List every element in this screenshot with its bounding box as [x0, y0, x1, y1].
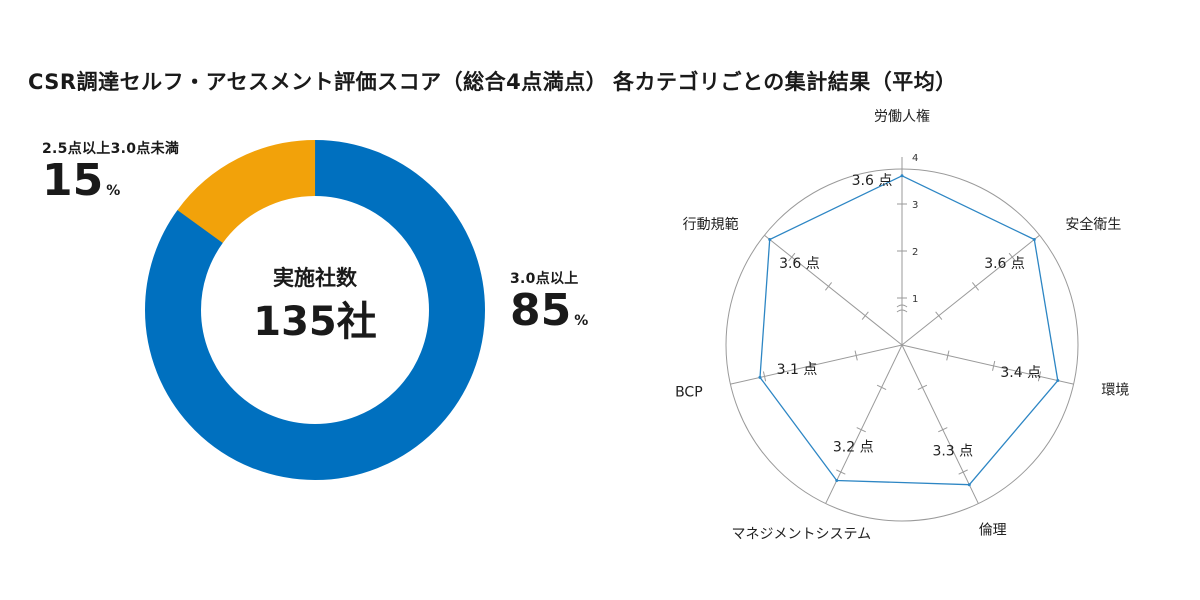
radar-tick-4-2: [856, 427, 866, 433]
radar-category-label-4: マネジメントシステム: [732, 527, 872, 543]
radar-point-0: [900, 174, 904, 178]
slice-unit-blue: %: [574, 313, 589, 329]
radar-tick-5-1: [854, 350, 858, 361]
radar-tick-1-2: [971, 282, 980, 291]
donut-slice-orange: [145, 140, 485, 480]
radar-chart-title: 各カテゴリごとの集計結果（平均）: [613, 70, 957, 94]
radar-point-1: [1032, 238, 1036, 242]
radar-value-label-3: 3.3 点: [932, 444, 973, 460]
radar-scale-label-3: 3: [912, 200, 918, 211]
donut-center: 実施社数 135社: [225, 262, 405, 350]
radar-axis-3: [901, 344, 979, 504]
radar-tick-6-3: [788, 252, 796, 262]
radar-category-label-5: BCP: [675, 384, 703, 400]
radar-point-2: [1056, 379, 1060, 383]
radar-axis-2: [901, 344, 1074, 385]
slice-label-blue: 3.0点以上 85%: [510, 268, 588, 334]
radar-tick-3-2: [938, 427, 948, 433]
slice-caption-orange: 2.5点以上3.0点未満: [42, 141, 180, 157]
radar-point-5: [758, 375, 762, 379]
radar-tick-6-2: [824, 282, 833, 291]
slice-caption-blue: 3.0点以上: [510, 271, 579, 287]
donut-chart-title: CSR調達セルフ・アセスメント評価スコア（総合4点満点）: [28, 70, 608, 94]
radar-category-label-6: 行動規範: [683, 216, 739, 233]
radar-tick-3-1: [917, 384, 928, 390]
radar-tick-4-3: [836, 469, 846, 475]
slice-unit-orange: %: [106, 183, 121, 199]
radar-value-label-1: 3.6 点: [984, 256, 1025, 272]
radar-value-label-4: 3.2 点: [833, 439, 874, 455]
center-caption: 実施社数: [273, 266, 357, 290]
radar-axis-4: [825, 344, 903, 504]
radar-tick-2-1: [946, 350, 950, 361]
slice-percent-orange: 15: [42, 155, 104, 206]
radar-tick-1-1: [935, 311, 943, 320]
radar-tick-6-1: [861, 311, 869, 320]
radar-tick-3-3: [958, 469, 968, 475]
radar-break-mark-1: [896, 304, 908, 308]
radar-axis-6: [764, 234, 903, 346]
slice-label-orange: 2.5点以上3.0点未満 15%: [42, 138, 179, 204]
radar-tick-2-2: [992, 360, 996, 371]
radar-tick-2-3: [1037, 371, 1042, 382]
radar-value-label-2: 3.4 点: [1000, 365, 1041, 381]
center-value: 135社: [253, 299, 377, 345]
radar-scale-label-2: 2: [912, 247, 918, 258]
radar-scale-label-4: 4: [912, 153, 918, 164]
radar-axis-1: [901, 234, 1040, 346]
radar-tick-4-1: [876, 384, 887, 390]
slice-percent-blue: 85: [510, 285, 572, 336]
radar-value-label-6: 3.6 点: [779, 256, 820, 272]
radar-category-label-1: 安全衛生: [1065, 216, 1121, 233]
radar-break-mark-2: [896, 309, 908, 313]
radar-point-6: [768, 238, 772, 242]
radar-point-3: [967, 483, 971, 487]
radar-category-label-3: 倫理: [979, 523, 1007, 539]
donut-chart: [145, 140, 485, 480]
radar-chart: 1 2 3 4 3.6 点 3.6 点 3.4 点 3.3 点 3.2 点 3.1 点 3.6 点 労…: [675, 108, 1129, 543]
radar-point-4: [835, 479, 839, 483]
radar-category-label-2: 環境: [1101, 382, 1129, 398]
radar-value-label-0: 3.6 点: [852, 173, 893, 189]
radar-series-line: [759, 175, 1059, 486]
radar-tick-5-3: [762, 371, 767, 382]
radar-value-label-5: 3.1 点: [777, 362, 818, 378]
radar-tick-5-2: [808, 360, 812, 371]
radar-tick-1-3: [1008, 252, 1016, 262]
radar-scale-label-1: 1: [912, 294, 918, 305]
radar-category-label-0: 労働人権: [874, 108, 930, 125]
